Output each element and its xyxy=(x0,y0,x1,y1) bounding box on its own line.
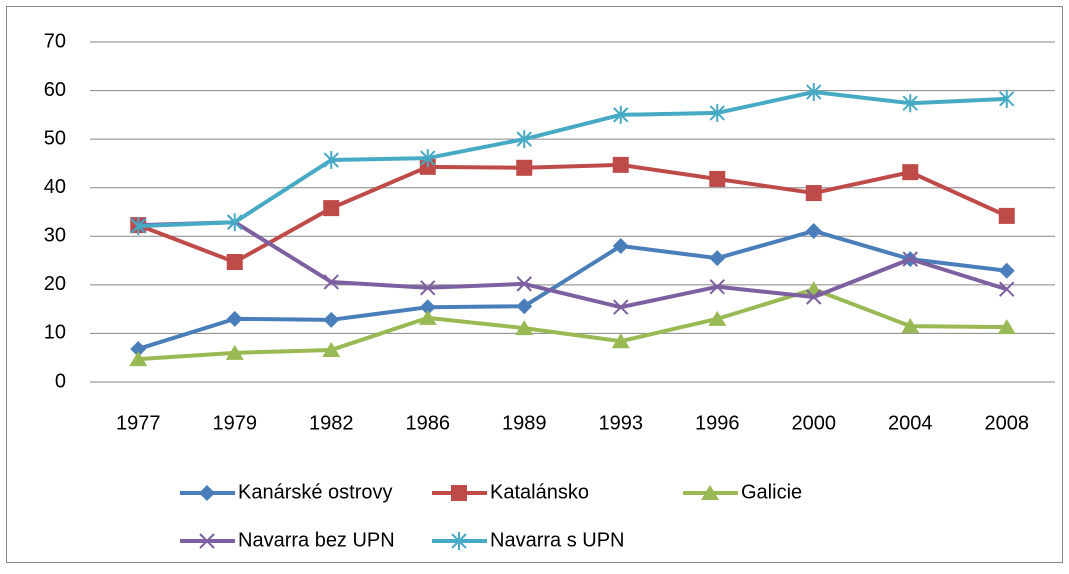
series-line xyxy=(138,90,1007,229)
data-point xyxy=(999,281,1015,297)
data-point xyxy=(999,89,1015,108)
data-point xyxy=(225,344,244,360)
data-point xyxy=(130,217,146,236)
legend-marker xyxy=(199,533,215,549)
data-point xyxy=(323,200,340,217)
y-tick-label: 0 xyxy=(55,370,66,392)
y-tick-label: 50 xyxy=(44,127,66,149)
y-tick-label: 30 xyxy=(44,225,66,247)
data-point xyxy=(902,164,919,181)
legend-marker xyxy=(451,532,467,550)
x-tick-label: 1993 xyxy=(599,412,644,434)
legend-label: Galicie xyxy=(741,481,802,503)
data-point xyxy=(323,151,339,170)
y-tick-label: 40 xyxy=(44,176,66,198)
x-tick-label: 2000 xyxy=(792,412,837,434)
data-point xyxy=(420,280,436,296)
series-line xyxy=(138,220,1008,310)
legend-label: Navarra s UPN xyxy=(490,529,624,551)
data-point xyxy=(611,333,630,349)
data-point xyxy=(516,159,533,176)
data-point xyxy=(901,318,920,334)
data-point xyxy=(612,156,629,173)
legend-marker xyxy=(451,485,467,501)
data-point xyxy=(613,105,629,124)
data-point xyxy=(709,279,725,295)
data-point xyxy=(709,103,725,122)
series-line xyxy=(137,228,1007,351)
legend-label: Kanárské ostrovy xyxy=(238,481,393,503)
data-point xyxy=(806,83,822,102)
x-tick-label: 1977 xyxy=(116,412,161,434)
data-point xyxy=(227,213,243,232)
legend-label: Navarra bez UPN xyxy=(238,529,395,551)
data-point xyxy=(323,274,339,290)
series-line xyxy=(138,287,1007,362)
x-tick-label: 2008 xyxy=(985,412,1030,434)
x-tick-label: 1979 xyxy=(213,412,258,434)
data-point xyxy=(129,351,148,367)
x-tick-label: 1989 xyxy=(502,412,547,434)
data-point xyxy=(322,341,341,357)
y-tick-label: 70 xyxy=(44,30,66,52)
data-point xyxy=(323,311,340,328)
data-point xyxy=(612,238,629,254)
data-point xyxy=(130,340,147,357)
x-tick-label: 1986 xyxy=(406,412,451,434)
data-point xyxy=(516,298,533,315)
data-point xyxy=(805,185,822,202)
data-point xyxy=(902,94,918,113)
data-point xyxy=(516,276,532,292)
x-tick-label: 2004 xyxy=(888,412,933,434)
legend-marker xyxy=(701,485,719,500)
legend-marker xyxy=(199,485,215,501)
data-point xyxy=(997,319,1016,335)
data-point xyxy=(709,170,726,187)
data-point xyxy=(420,149,436,168)
data-point xyxy=(998,207,1015,224)
y-tick-label: 20 xyxy=(44,273,66,295)
data-point xyxy=(419,299,436,316)
data-point xyxy=(226,254,243,271)
data-point xyxy=(806,289,822,305)
y-tick-label: 60 xyxy=(44,79,66,101)
data-point xyxy=(516,130,532,149)
y-tick-label: 10 xyxy=(44,322,66,344)
data-point xyxy=(515,320,534,336)
data-point xyxy=(805,222,822,239)
data-point xyxy=(613,299,629,315)
data-point xyxy=(902,251,918,267)
x-tick-label: 1996 xyxy=(695,412,740,434)
x-tick-label: 1982 xyxy=(309,412,354,434)
data-point xyxy=(708,310,727,326)
series-line xyxy=(137,162,1008,265)
legend-label: Katalánsko xyxy=(490,481,589,503)
data-point xyxy=(226,310,243,327)
data-point xyxy=(998,262,1015,279)
data-point xyxy=(709,250,726,267)
data-point xyxy=(418,309,437,325)
